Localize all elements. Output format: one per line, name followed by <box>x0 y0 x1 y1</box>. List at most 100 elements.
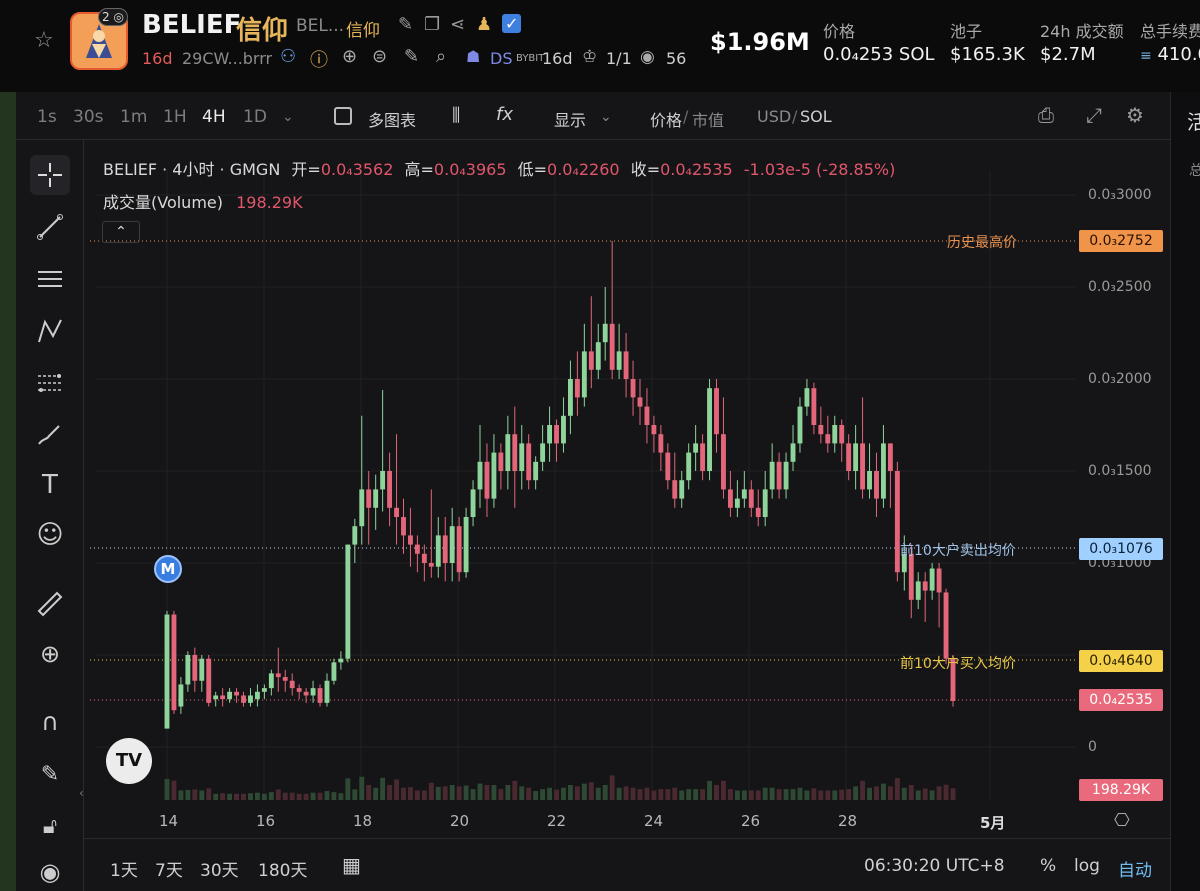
edit-icon[interactable]: ✎ <box>398 14 414 35</box>
timeframe-1m[interactable]: 1m <box>120 107 148 127</box>
candle-body <box>658 434 664 453</box>
clock-time[interactable]: 06:30:20 UTC+8 <box>864 856 1005 876</box>
indicator-icon[interactable]: fx <box>496 104 513 125</box>
volume-bar <box>714 785 719 800</box>
zoom-icon[interactable]: ⊕ <box>39 640 61 668</box>
candle-body <box>456 526 462 573</box>
verified-icon[interactable]: ✓ <box>502 14 522 33</box>
lock-icon[interactable]: 🔓︎ <box>42 813 58 839</box>
candle-body <box>908 553 914 600</box>
fib-icon[interactable] <box>30 363 70 403</box>
volume-bar <box>693 789 699 800</box>
dev-tag[interactable]: DS <box>490 49 513 68</box>
right-panel-tab[interactable]: 活 <box>1187 110 1200 134</box>
group-icon[interactable]: ♟ <box>476 14 493 35</box>
volume-bar <box>220 793 226 800</box>
multi-chart-checkbox[interactable] <box>334 107 352 125</box>
timeframe-30s[interactable]: 30s <box>73 107 104 127</box>
candle-type-icon[interactable]: ⫼ <box>452 105 461 126</box>
x-tick: 26 <box>741 812 761 830</box>
auto-toggle[interactable]: 自动 <box>1118 861 1152 881</box>
timeframe-1d[interactable]: 1D <box>243 107 267 127</box>
mcap-toggle[interactable]: 市值 <box>692 111 725 130</box>
fullscreen-icon[interactable]: ⤢ <box>1086 103 1102 127</box>
high-value: 0.0₄3965 <box>433 160 507 179</box>
candle-body <box>498 452 504 471</box>
migration-marker[interactable]: M <box>154 555 182 583</box>
volume-bar <box>289 792 295 800</box>
candle-body <box>867 471 872 490</box>
search-icon[interactable]: ⌕ <box>436 46 447 67</box>
volume-bar <box>387 785 393 800</box>
candle-body <box>881 443 886 499</box>
list-icon[interactable]: ⊜ <box>372 46 388 67</box>
display-menu[interactable]: 显示 <box>554 111 587 130</box>
share-icon[interactable]: ⋖ <box>450 14 466 35</box>
brush-icon[interactable] <box>30 415 70 455</box>
gear-icon[interactable]: ⚙ <box>1126 103 1144 127</box>
percent-toggle[interactable]: % <box>1040 856 1057 876</box>
range-180d[interactable]: 180天 <box>258 861 308 881</box>
chevron-down-icon[interactable]: ⌄ <box>600 109 612 125</box>
timeframe-4h[interactable]: 4H <box>202 107 226 127</box>
contract-address[interactable]: 29CW...brrr <box>182 49 273 68</box>
magnet-icon[interactable]: ∩ <box>41 708 59 736</box>
chart-area[interactable] <box>84 140 1170 891</box>
range-1d[interactable]: 1天 <box>110 861 138 881</box>
comment-icon[interactable]: ✎ <box>404 46 420 67</box>
user-icon[interactable]: ⚇ <box>280 46 297 67</box>
warning-icon[interactable]: ⓘ <box>310 50 328 71</box>
candle-body <box>609 323 615 370</box>
volume-bar <box>853 786 859 800</box>
calendar-icon[interactable]: ▦ <box>342 853 361 877</box>
chevron-down-icon[interactable]: ⌄ <box>282 109 294 125</box>
volume-bar <box>296 793 302 800</box>
eye-icon[interactable]: ◉ <box>39 858 61 886</box>
candle-body <box>512 434 518 471</box>
candle-body <box>616 351 622 370</box>
collapse-icon[interactable]: ‹ <box>79 786 84 800</box>
volume-bar <box>512 780 518 800</box>
volume-bar <box>463 785 469 800</box>
crosshair-icon[interactable] <box>30 155 70 195</box>
volume-bar <box>359 776 365 800</box>
globe-icon[interactable]: ⊕ <box>342 46 358 67</box>
range-30d[interactable]: 30天 <box>200 861 239 881</box>
sol-toggle[interactable]: SOL <box>800 107 832 126</box>
tradingview-logo[interactable]: TV <box>106 738 152 784</box>
price-toggle[interactable]: 价格 <box>650 111 683 130</box>
lock-drawing-icon[interactable]: ✎ <box>40 761 60 787</box>
star-icon[interactable]: ☆ <box>34 28 54 53</box>
log-toggle[interactable]: log <box>1074 856 1100 876</box>
timeframe-1h[interactable]: 1H <box>163 107 187 127</box>
range-7d[interactable]: 7天 <box>155 861 183 881</box>
horizontal-lines-icon[interactable] <box>30 259 70 299</box>
ruler-icon[interactable] <box>30 584 70 624</box>
trendline-icon[interactable] <box>30 207 70 247</box>
candle-body <box>408 535 413 545</box>
candle-body <box>331 662 337 681</box>
candle-body <box>547 425 553 444</box>
settings-axis-icon[interactable]: ⎔ <box>1114 810 1130 831</box>
volume-bar <box>894 778 900 800</box>
x-tick: 18 <box>353 812 373 830</box>
volume-bar <box>241 793 246 800</box>
y-tick: 0.0₃2500 <box>1088 279 1152 295</box>
collapse-legend-button[interactable]: ⌃ <box>102 221 140 243</box>
volume-bar <box>498 789 504 800</box>
camera-icon[interactable]: ⎙ <box>1038 103 1054 127</box>
y-tick: 0.0₃3000 <box>1088 187 1152 203</box>
timeframe-1s[interactable]: 1s <box>37 107 57 127</box>
multi-chart-label[interactable]: 多图表 <box>368 111 417 130</box>
sol-icon: ≡ <box>1140 48 1152 64</box>
usd-toggle[interactable]: USD <box>757 107 792 126</box>
token-age: 16d <box>142 49 173 68</box>
copy-icon[interactable]: ❐ <box>424 14 441 35</box>
candle-body <box>672 480 678 499</box>
chart-toolbar <box>16 92 1170 140</box>
pattern-icon[interactable] <box>30 311 70 351</box>
text-icon[interactable]: T <box>42 470 58 500</box>
volume-bar <box>428 782 434 800</box>
candle-body <box>366 489 372 508</box>
emoji-icon[interactable]: ☺ <box>36 520 64 550</box>
